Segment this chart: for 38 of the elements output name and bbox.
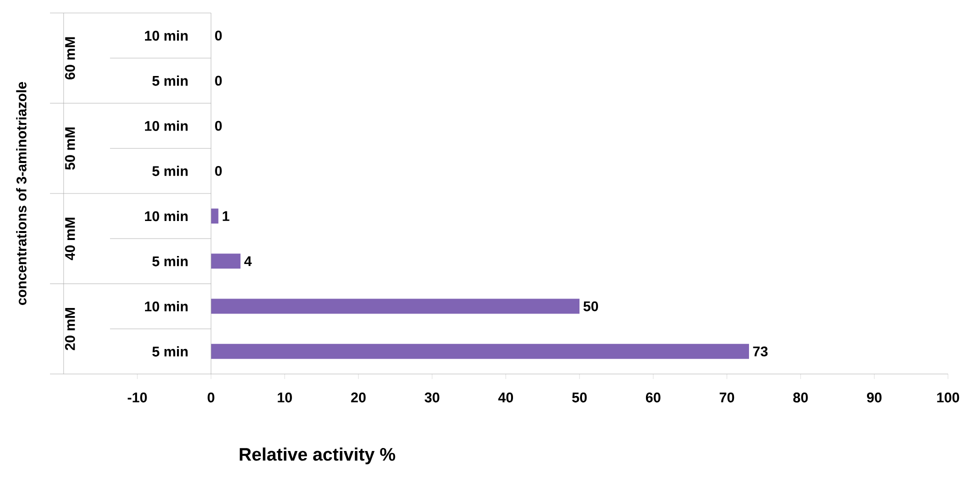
y-axis-title: concentrations of 3-aminotriazole xyxy=(16,82,26,305)
y-tick-label: 10 min xyxy=(145,301,188,312)
y-tick-label: 5 min xyxy=(152,76,188,86)
y-tick-label: 10 min xyxy=(145,120,188,131)
data-label: 0 xyxy=(215,76,222,86)
data-label: 0 xyxy=(215,120,222,131)
annotation: 50 mM xyxy=(65,128,75,170)
data-label: 4 xyxy=(244,256,252,266)
data-label: 73 xyxy=(753,346,768,356)
x-axis-title: Relative activity % xyxy=(240,448,396,464)
x-tick-label: 100 xyxy=(937,392,960,402)
x-tick-label: 30 xyxy=(424,392,440,402)
y-tick-label: 5 min xyxy=(152,346,188,357)
x-tick-label: 10 xyxy=(278,392,292,402)
data-label: 50 xyxy=(583,301,598,312)
x-tick-label: 20 xyxy=(351,392,366,402)
x-tick-label: 90 xyxy=(867,392,882,402)
y-tick-label: 10 min xyxy=(145,30,188,41)
annotation: 40 mM xyxy=(65,218,75,260)
x-tick-label: -10 xyxy=(128,392,147,402)
bar xyxy=(211,298,580,314)
x-tick-label: 50 xyxy=(572,392,587,402)
x-tick-label: 80 xyxy=(793,392,808,402)
x-tick-label: 60 xyxy=(646,392,660,402)
bar xyxy=(211,208,218,224)
bar xyxy=(211,254,240,269)
y-tick-label: 5 min xyxy=(152,256,188,266)
data-label: 0 xyxy=(215,166,222,176)
y-tick-label: 10 min xyxy=(145,210,188,222)
bar xyxy=(211,344,750,359)
data-label: 0 xyxy=(215,30,222,41)
y-tick-label: 5 min xyxy=(152,166,188,176)
x-tick-label: 0 xyxy=(208,392,214,402)
data-label: 1 xyxy=(222,211,230,221)
annotation: 20 mM xyxy=(65,308,75,350)
annotation: 60 mM xyxy=(65,37,75,80)
x-tick-label: 40 xyxy=(498,392,514,402)
x-tick-label: 70 xyxy=(720,392,734,402)
